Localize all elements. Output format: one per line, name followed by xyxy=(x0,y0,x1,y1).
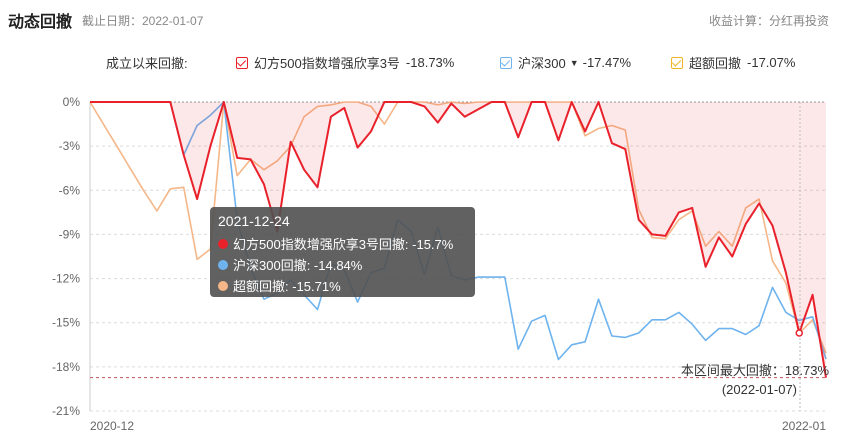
tooltip-date: 2021-12-24 xyxy=(218,213,290,229)
legend-label: 幻方500指数增强欣享3号 xyxy=(254,56,400,71)
legend-item-excess[interactable]: 超额回撤 -17.07% xyxy=(671,53,795,72)
series-line-0 xyxy=(90,101,827,378)
dropdown-arrow-icon[interactable]: ▼ xyxy=(569,57,579,68)
y-tick-label: -3% xyxy=(59,139,81,153)
chart-legend: 成立以来回撤: 幻方500指数增强欣享3号 -18.73% 沪深300 ▼ -1… xyxy=(0,52,849,72)
tooltip-row-fund: 幻方500指数增强欣享3号回撤: -15.7% xyxy=(218,233,467,254)
chart-tooltip: 2021-12-24 幻方500指数增强欣享3号回撤: -15.7% 沪深300… xyxy=(210,207,475,297)
tooltip-row-excess: 超额回撤: -15.71% xyxy=(218,275,467,296)
calc-method: 收益计算：分红再投资 xyxy=(708,14,829,28)
max-drawdown-date: (2022-01-07) xyxy=(721,382,797,397)
legend-label: 沪深300 xyxy=(518,56,566,71)
y-tick-label: -9% xyxy=(59,227,81,241)
checkbox-icon[interactable] xyxy=(500,56,512,69)
checkbox-icon[interactable] xyxy=(671,56,683,69)
max-drawdown-label: 本区间最大回撤：18.73% xyxy=(680,363,829,378)
legend-item-csi300[interactable]: 沪深300 ▼ -17.47% xyxy=(500,53,631,72)
legend-lead: 成立以来回撤: xyxy=(106,56,188,71)
y-tick-label: -18% xyxy=(52,360,80,374)
legend-value: -17.47% xyxy=(582,55,632,70)
y-tick-label: 0% xyxy=(63,95,81,109)
x-tick-label: 2020-12 xyxy=(90,419,134,433)
y-tick-label: -21% xyxy=(52,404,80,418)
series-dot-icon xyxy=(218,238,228,249)
highlight-point xyxy=(795,329,803,337)
tooltip-row-label: 沪深300回撤: -14.84% xyxy=(233,258,363,273)
tooltip-row-label: 超额回撤: -15.71% xyxy=(233,279,341,294)
series-area-0 xyxy=(90,102,826,378)
page-title: 动态回撤 xyxy=(8,14,73,31)
checkbox-icon[interactable] xyxy=(236,56,248,69)
legend-value: -18.73% xyxy=(405,55,455,70)
y-tick-label: -12% xyxy=(52,272,80,286)
legend-item-fund[interactable]: 幻方500指数增强欣享3号 -18.73% xyxy=(236,53,454,72)
cutoff-date: 截止日期：2022-01-07 xyxy=(82,14,204,28)
y-tick-label: -6% xyxy=(59,183,81,197)
tooltip-row-csi300: 沪深300回撤: -14.84% xyxy=(218,254,467,275)
y-tick-label: -15% xyxy=(52,316,80,330)
legend-label: 超额回撤 xyxy=(689,56,742,71)
max-drawdown-note: 本区间最大回撤：18.73% (2022-01-07) xyxy=(681,361,829,399)
x-tick-label: 2022-01 xyxy=(782,419,826,433)
series-dot-icon xyxy=(218,280,228,291)
tooltip-row-label: 幻方500指数增强欣享3号回撤: -15.7% xyxy=(233,237,454,252)
series-dot-icon xyxy=(218,259,228,270)
legend-value: -17.07% xyxy=(747,55,796,70)
